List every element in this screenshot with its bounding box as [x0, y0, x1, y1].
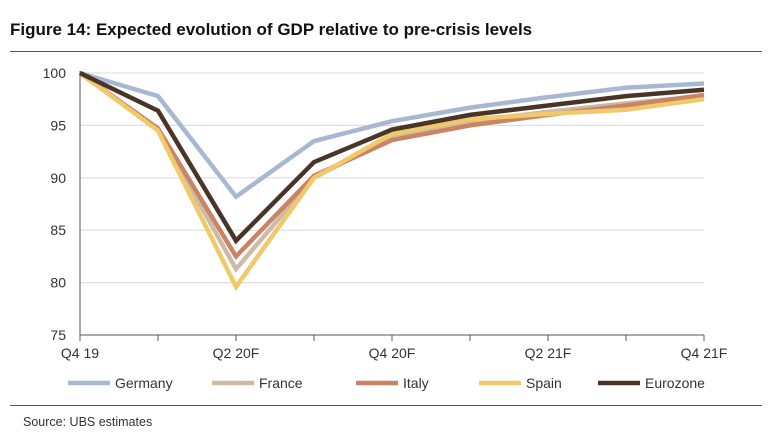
legend-label-france: France — [259, 375, 303, 391]
source-note: Source: UBS estimates — [23, 415, 153, 429]
y-tick-label: 90 — [50, 170, 66, 186]
y-tick-label: 75 — [50, 327, 66, 343]
x-tick-label: Q4 20F — [369, 345, 416, 361]
series-line-spain — [78, 71, 705, 292]
series-lines — [78, 70, 705, 292]
title-divider — [10, 51, 762, 52]
series-line-germany — [79, 70, 705, 200]
legend: Germany France Italy Spain Eurozone — [68, 375, 705, 391]
x-axis-ticks: Q4 19 Q2 20F Q4 20F Q2 21F Q4 21F — [61, 335, 727, 361]
y-tick-label: 85 — [50, 222, 66, 238]
chart-title: Figure 14: Expected evolution of GDP rel… — [10, 20, 533, 39]
legend-label-italy: Italy — [403, 375, 429, 391]
footer-divider — [10, 405, 762, 406]
y-tick-label: 80 — [50, 275, 66, 291]
legend-label-germany: Germany — [115, 375, 173, 391]
x-tick-label: Q4 19 — [61, 345, 99, 361]
series-line-italy — [78, 71, 705, 261]
series-line-eurozone — [79, 70, 705, 245]
x-tick-label: Q2 20F — [213, 345, 260, 361]
x-tick-label: Q4 21F — [681, 345, 728, 361]
y-axis-ticks: 75 80 85 90 95 100 — [43, 65, 67, 343]
series-line-france — [78, 71, 705, 273]
legend-label-spain: Spain — [526, 375, 562, 391]
legend-label-eurozone: Eurozone — [645, 375, 705, 391]
x-tick-label: Q2 21F — [525, 345, 572, 361]
y-tick-label: 95 — [50, 117, 66, 133]
y-tick-label: 100 — [43, 65, 67, 81]
